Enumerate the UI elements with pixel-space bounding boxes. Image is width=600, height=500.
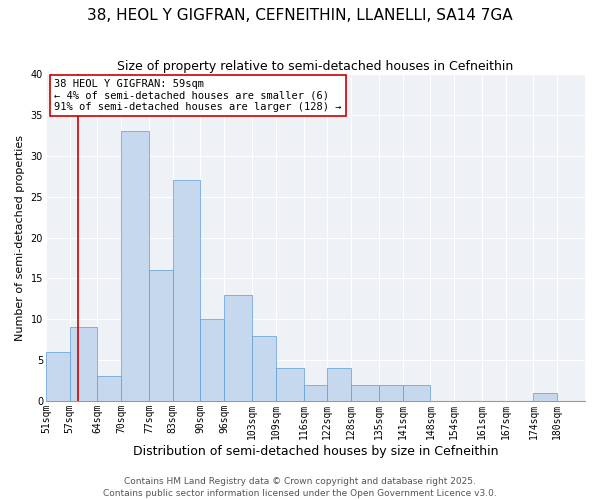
Bar [252,336,276,401]
Bar [351,384,379,401]
Bar [70,328,97,401]
Bar [46,352,70,401]
X-axis label: Distribution of semi-detached houses by size in Cefneithin: Distribution of semi-detached houses by … [133,444,498,458]
Text: Contains HM Land Registry data © Crown copyright and database right 2025.
Contai: Contains HM Land Registry data © Crown c… [103,476,497,498]
Bar [533,392,557,401]
Bar [379,384,403,401]
Title: Size of property relative to semi-detached houses in Cefneithin: Size of property relative to semi-detach… [117,60,514,73]
Bar [200,319,224,401]
Bar [97,376,121,401]
Bar [121,132,149,401]
Bar [149,270,173,401]
Text: 38 HEOL Y GIGFRAN: 59sqm
← 4% of semi-detached houses are smaller (6)
91% of sem: 38 HEOL Y GIGFRAN: 59sqm ← 4% of semi-de… [54,79,341,112]
Bar [328,368,351,401]
Bar [403,384,430,401]
Bar [224,294,252,401]
Bar [173,180,200,401]
Bar [276,368,304,401]
Bar [304,384,328,401]
Text: 38, HEOL Y GIGFRAN, CEFNEITHIN, LLANELLI, SA14 7GA: 38, HEOL Y GIGFRAN, CEFNEITHIN, LLANELLI… [87,8,513,22]
Y-axis label: Number of semi-detached properties: Number of semi-detached properties [15,134,25,340]
